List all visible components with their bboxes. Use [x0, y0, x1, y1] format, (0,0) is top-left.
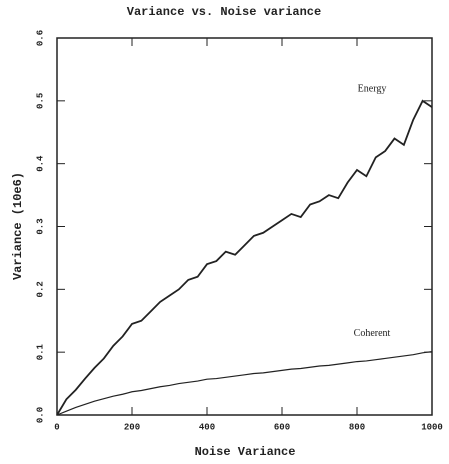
x-axis-label: Noise Variance: [195, 445, 296, 459]
series-label: Energy: [358, 83, 387, 94]
chart-title: Variance vs. Noise variance: [127, 5, 321, 19]
y-tick-label: 0.5: [35, 93, 45, 109]
x-tick-label: 600: [274, 422, 290, 432]
y-tick-label: 0.0: [35, 407, 45, 423]
series-line: [56, 99, 433, 416]
x-tick-label: 800: [349, 422, 365, 432]
x-tick-label: 1000: [421, 422, 443, 432]
y-tick-label: 0.3: [35, 218, 45, 234]
series-label: Coherent: [354, 328, 391, 339]
x-tick-label: 200: [124, 422, 140, 432]
series-line: [56, 350, 433, 416]
y-tick-label: 0.1: [35, 343, 45, 360]
x-tick-label: 0: [54, 422, 59, 432]
y-tick-label: 0.4: [35, 155, 45, 172]
y-axis-label: Variance (10e6): [11, 172, 25, 280]
x-tick-label: 400: [199, 422, 215, 432]
y-tick-label: 0.2: [35, 281, 45, 297]
plot-frame: [56, 37, 433, 416]
y-tick-label: 0.6: [35, 30, 45, 46]
